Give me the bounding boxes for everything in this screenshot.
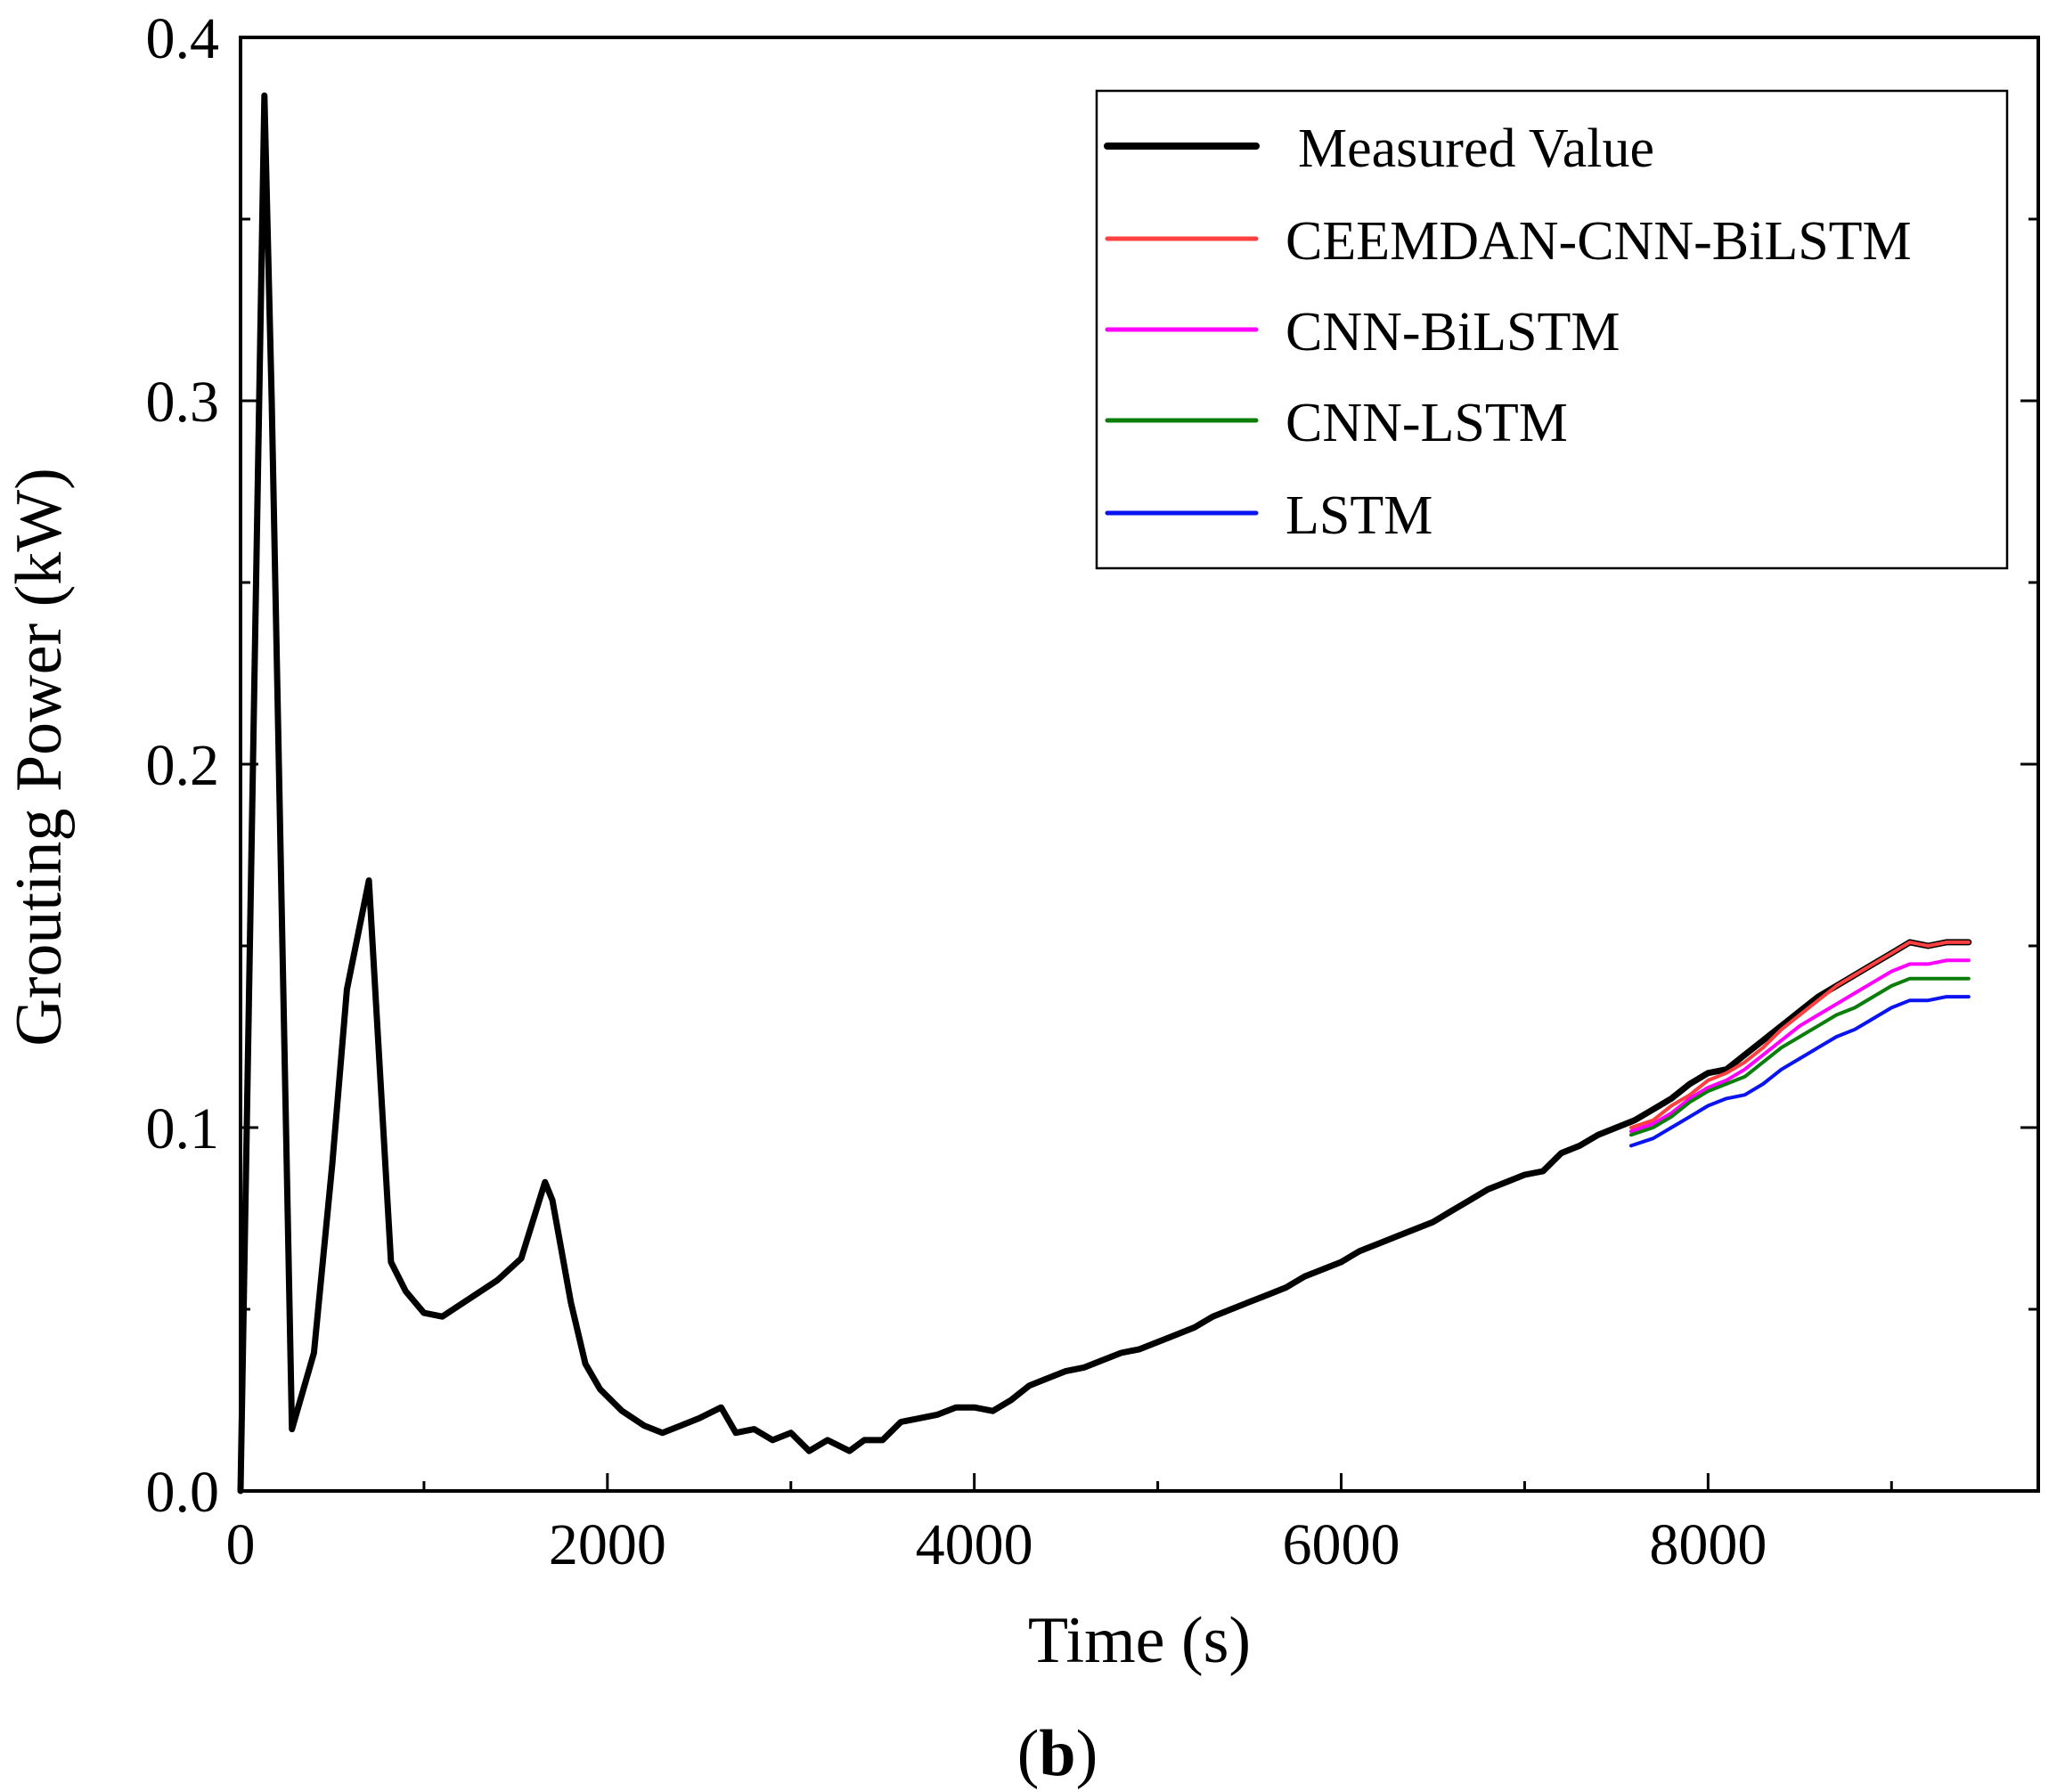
legend-label: CNN-LSTM [1286,393,1568,453]
series-line-measured-value [237,92,1972,1495]
x-tick-label: 8000 [1649,1512,1767,1577]
legend-label: Measured Value [1298,118,1654,179]
series-line-cnn-lstm [1628,976,1971,1137]
x-tick-label: 6000 [1283,1512,1400,1577]
y-tick-label: 0.1 [146,1096,220,1161]
ticks-layer: 0 2000 4000 6000 8000 0.0 0.1 0.2 0.3 0.4 [146,6,2038,1577]
y-tick-label: 0.0 [146,1460,220,1525]
y-tick-label: 0.3 [146,370,220,435]
legend-entry: Measured Value [1104,118,1654,179]
legend: Measured Value CEEMDAN-CNN-BiLSTM CNN-BiLS… [1095,89,2009,570]
series-line-lstm [1628,995,1971,1148]
x-tick-label: 4000 [916,1512,1033,1577]
x-tick-label: 0 [226,1512,256,1577]
legend-label: CEEMDAN-CNN-BiLSTM [1286,211,1912,272]
legend-label: LSTM [1286,485,1432,546]
legend-entry: CNN-BiLSTM [1105,302,1620,362]
x-axis-title: Time (s) [1028,1604,1251,1677]
y-tick-label: 0.4 [146,6,220,71]
legend-entry: CNN-LSTM [1105,393,1568,453]
legend-label: CNN-BiLSTM [1286,302,1620,362]
legend-entry: CEEMDAN-CNN-BiLSTM [1105,211,1912,272]
y-tick-label: 0.2 [146,733,220,798]
figure-caption: (b) [1017,1717,1098,1790]
caption-open: ( [1017,1717,1040,1790]
series-line-ceemdan-cnn-bilstm [1628,940,1971,1129]
caption-letter: b [1039,1717,1075,1790]
series-layer [237,92,1972,1495]
series-line-cnn-bilstm [1628,958,1971,1134]
x-tick-label: 2000 [549,1512,666,1577]
y-axis-title: Grouting Power (kW) [3,468,76,1046]
legend-entry: LSTM [1105,485,1432,546]
caption-close: ) [1076,1717,1098,1790]
legend-items: Measured Value CEEMDAN-CNN-BiLSTM CNN-BiLS… [1104,118,1912,546]
